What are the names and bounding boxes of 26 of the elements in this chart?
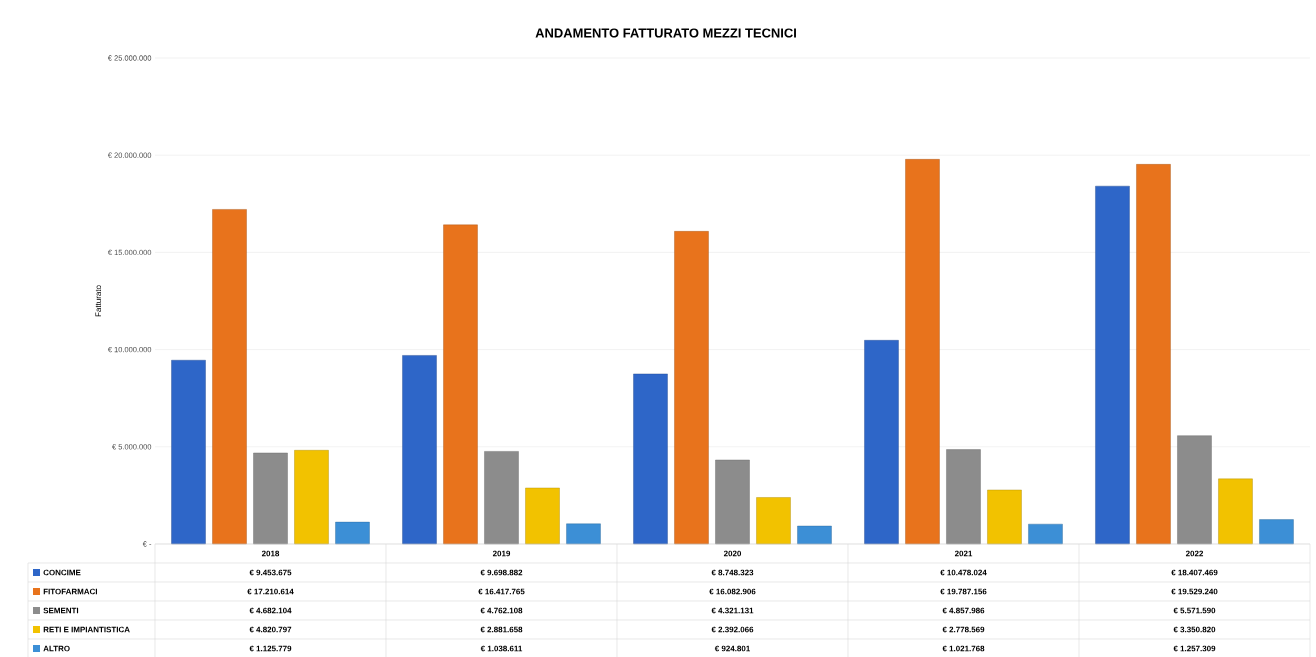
bar (987, 489, 1022, 545)
bar (253, 452, 288, 545)
bar (1218, 478, 1253, 545)
bar (484, 451, 519, 545)
bar (1095, 185, 1130, 545)
bar (674, 231, 709, 545)
bar (1136, 164, 1171, 545)
bar (905, 159, 940, 545)
bar (1259, 519, 1294, 545)
bar (566, 523, 601, 545)
bar (633, 373, 668, 545)
chart-title: ANDAMENTO FATTURATO MEZZI TECNICI (535, 28, 796, 38)
bar (335, 521, 370, 545)
bar (1028, 523, 1063, 545)
bar (212, 209, 247, 545)
bar (864, 340, 899, 545)
bar (1177, 435, 1212, 545)
bar (797, 525, 832, 545)
bar (171, 360, 206, 545)
bar (294, 450, 329, 545)
bar (715, 459, 750, 545)
bar (443, 224, 478, 545)
bar (525, 487, 560, 545)
bar (946, 449, 981, 545)
bar (402, 355, 437, 545)
bar (756, 497, 791, 545)
